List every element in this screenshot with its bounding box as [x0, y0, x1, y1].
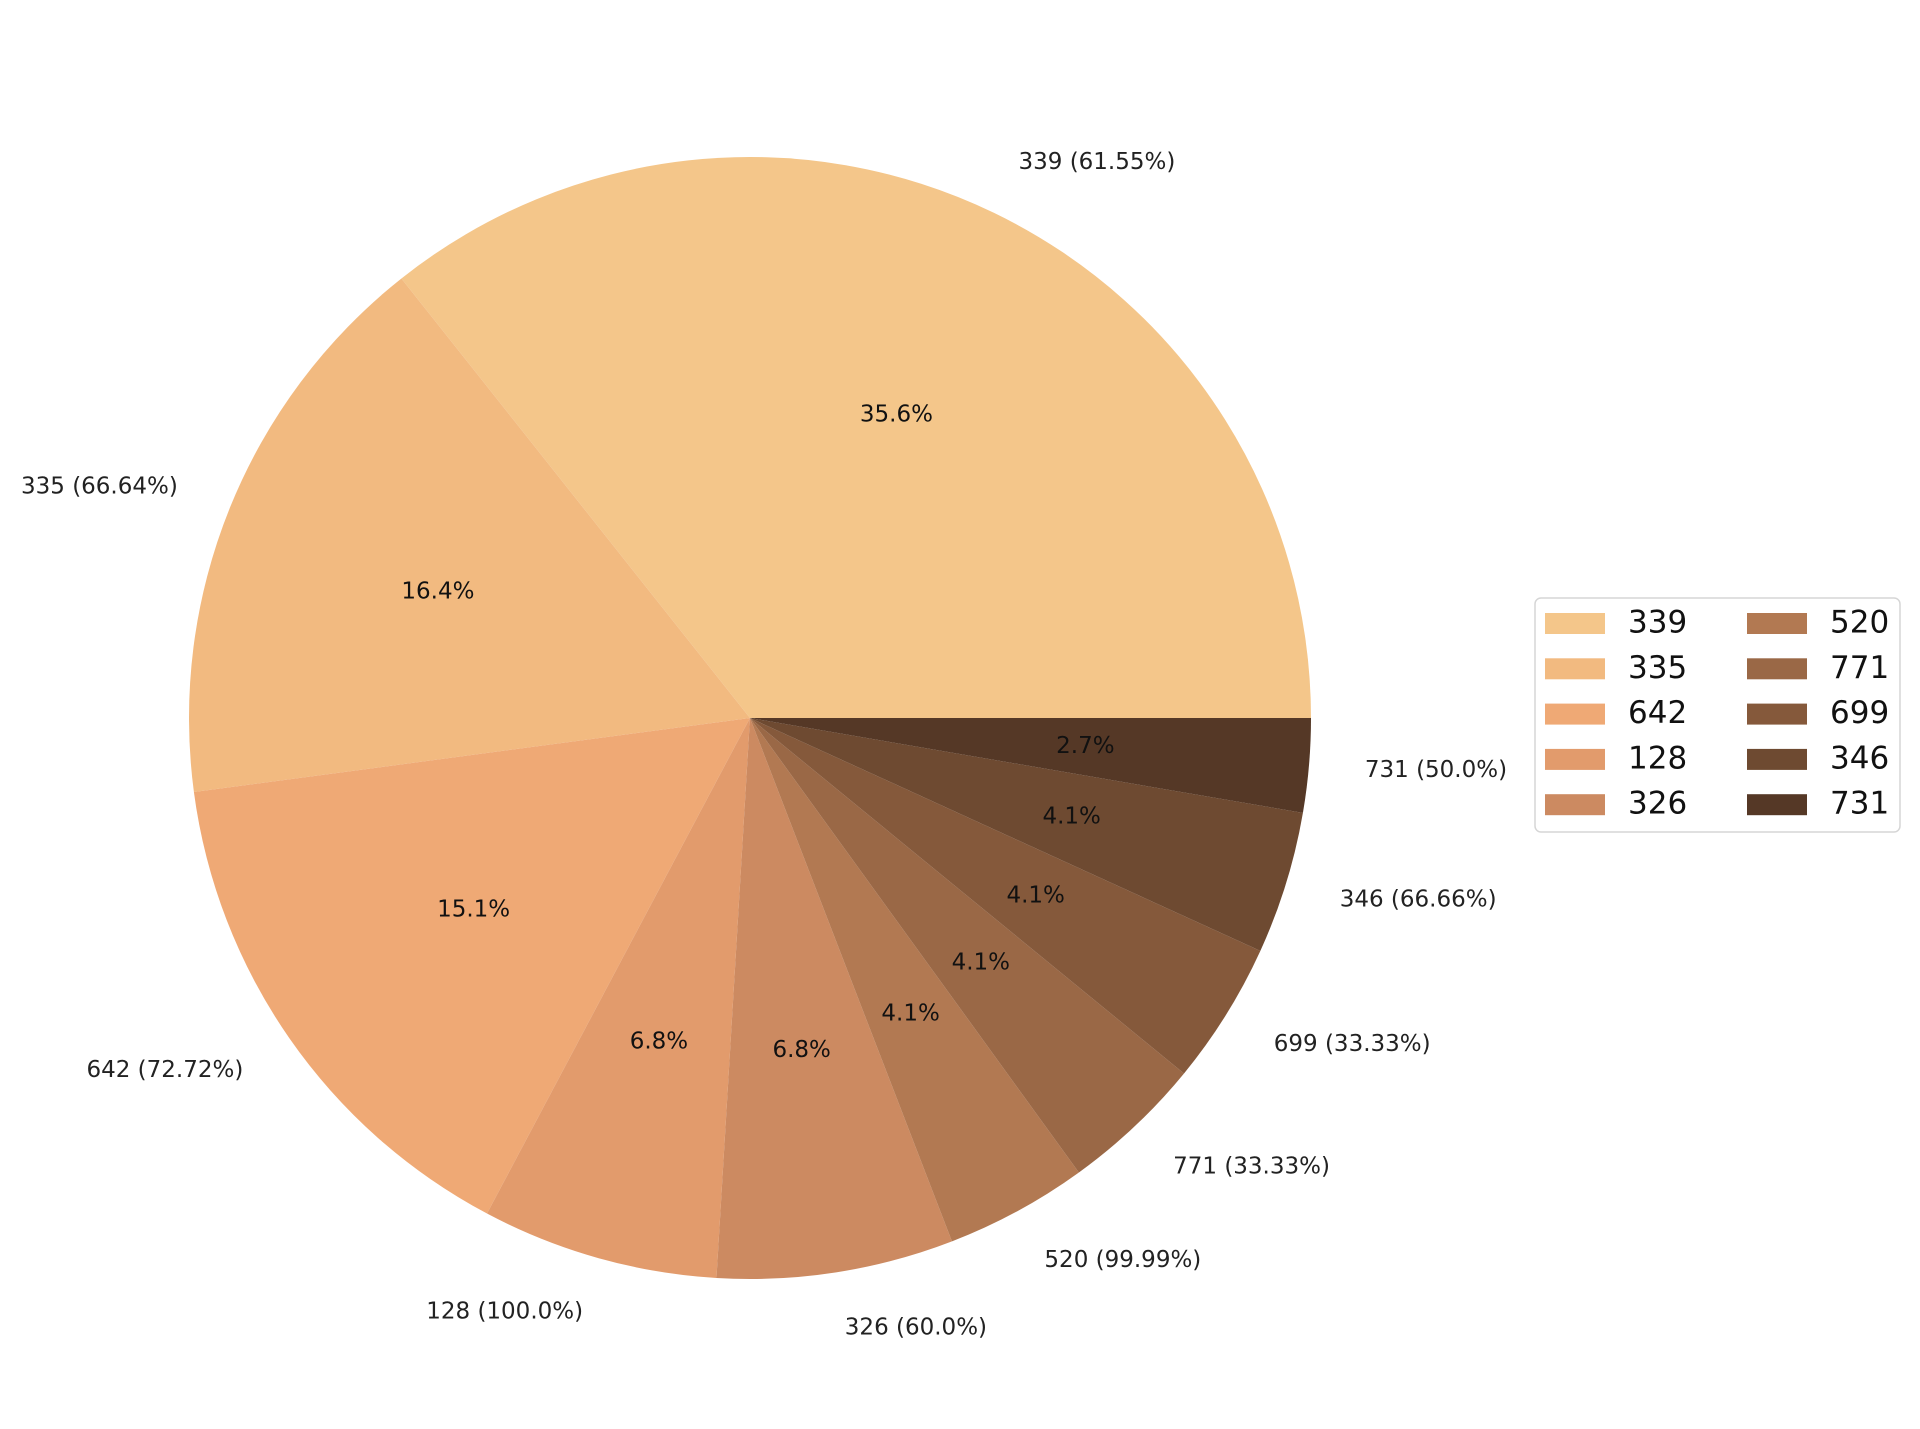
pct-label-335: 16.4% [401, 578, 474, 604]
legend-swatch-346 [1747, 748, 1807, 770]
legend-label-731: 731 [1830, 786, 1889, 822]
outer-label-128: 128 (100.0%) [426, 1299, 583, 1325]
legend-label-771: 771 [1830, 650, 1889, 686]
outer-label-520: 520 (99.99%) [1044, 1247, 1201, 1273]
legend-label-346: 346 [1830, 740, 1889, 776]
pct-label-128: 6.8% [630, 1029, 688, 1055]
pct-label-771: 4.1% [952, 950, 1010, 976]
pie-slice-346 [750, 718, 1303, 951]
pie-slice-339 [401, 157, 1311, 718]
legend: 339 335 642 128 326 520 771 699 346 731 [1534, 597, 1901, 833]
legend-label-326: 326 [1628, 786, 1687, 822]
pie-slice-642 [193, 718, 751, 1214]
legend-label-520: 520 [1830, 605, 1889, 641]
legend-swatch-339 [1545, 613, 1605, 634]
pie-slices [189, 157, 1311, 1279]
pct-label-731: 2.7% [1056, 733, 1114, 759]
pct-label-339: 35.6% [860, 401, 933, 427]
legend-swatch-699 [1747, 703, 1807, 725]
pct-label-520: 4.1% [881, 1000, 939, 1026]
legend-label-335: 335 [1628, 650, 1687, 686]
legend-label-339: 339 [1628, 605, 1687, 641]
legend-swatch-128 [1545, 748, 1605, 770]
legend-swatch-335 [1545, 658, 1605, 680]
legend-swatch-731 [1747, 794, 1807, 816]
pie-slice-326 [716, 718, 952, 1279]
legend-swatch-642 [1545, 703, 1605, 725]
pct-label-346: 4.1% [1042, 804, 1100, 830]
pct-label-699: 4.1% [1006, 882, 1064, 908]
outer-label-771: 771 (33.33%) [1173, 1154, 1330, 1180]
legend-swatch-771 [1747, 658, 1807, 680]
pie-slice-771 [750, 718, 1185, 1173]
pct-label-642: 15.1% [437, 897, 510, 923]
pie-slice-520 [750, 718, 1079, 1242]
pie-labels: 35.6% 339 (61.55%) 16.4% 335 (66.64%) 15.1% 6… [21, 149, 1507, 1340]
legend-label-128: 128 [1628, 740, 1687, 776]
outer-label-642: 642 (72.72%) [86, 1057, 243, 1083]
outer-label-339: 339 (61.55%) [1018, 149, 1175, 175]
outer-label-335: 335 (66.64%) [21, 473, 178, 499]
pct-label-326: 6.8% [772, 1037, 830, 1063]
outer-label-346: 346 (66.66%) [1340, 886, 1497, 912]
pie-slice-335 [189, 278, 750, 792]
pie-slice-128 [487, 718, 750, 1278]
legend-label-699: 699 [1830, 695, 1889, 731]
outer-label-326: 326 (60.0%) [845, 1314, 987, 1340]
pie-slice-699 [750, 718, 1261, 1074]
pie-slice-731 [750, 718, 1311, 813]
outer-label-699: 699 (33.33%) [1274, 1031, 1431, 1057]
legend-box [1534, 597, 1901, 833]
legend-swatch-326 [1545, 794, 1605, 816]
outer-label-731: 731 (50.0%) [1365, 757, 1507, 783]
legend-swatch-520 [1747, 613, 1807, 634]
legend-label-642: 642 [1628, 695, 1687, 731]
